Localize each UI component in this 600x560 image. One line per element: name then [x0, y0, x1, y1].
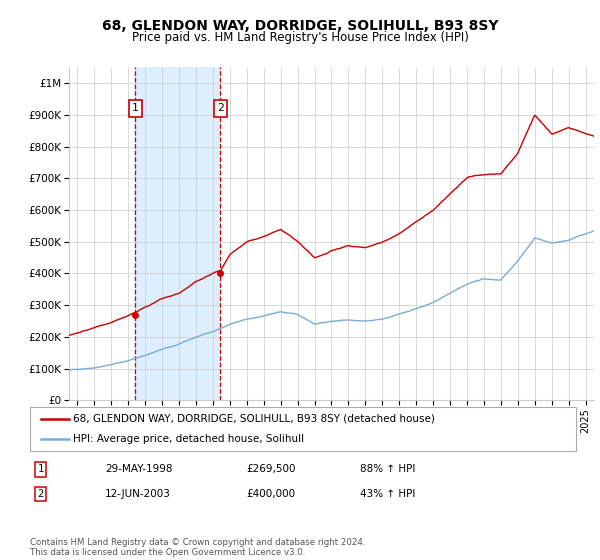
Text: £400,000: £400,000: [246, 489, 295, 499]
Text: 1: 1: [38, 464, 44, 474]
Text: 12-JUN-2003: 12-JUN-2003: [105, 489, 171, 499]
Text: 2: 2: [38, 489, 44, 499]
Text: 29-MAY-1998: 29-MAY-1998: [105, 464, 173, 474]
Text: £269,500: £269,500: [246, 464, 296, 474]
Text: 1: 1: [132, 104, 139, 114]
Text: HPI: Average price, detached house, Solihull: HPI: Average price, detached house, Soli…: [73, 434, 304, 444]
Text: 43% ↑ HPI: 43% ↑ HPI: [360, 489, 415, 499]
Text: Price paid vs. HM Land Registry's House Price Index (HPI): Price paid vs. HM Land Registry's House …: [131, 31, 469, 44]
Text: Contains HM Land Registry data © Crown copyright and database right 2024.
This d: Contains HM Land Registry data © Crown c…: [30, 538, 365, 557]
Bar: [135, 67, 220, 400]
Text: 88% ↑ HPI: 88% ↑ HPI: [360, 464, 415, 474]
Text: 2: 2: [217, 104, 224, 114]
Text: 68, GLENDON WAY, DORRIDGE, SOLIHULL, B93 8SY: 68, GLENDON WAY, DORRIDGE, SOLIHULL, B93…: [102, 19, 498, 33]
Text: 68, GLENDON WAY, DORRIDGE, SOLIHULL, B93 8SY (detached house): 68, GLENDON WAY, DORRIDGE, SOLIHULL, B93…: [73, 414, 435, 424]
